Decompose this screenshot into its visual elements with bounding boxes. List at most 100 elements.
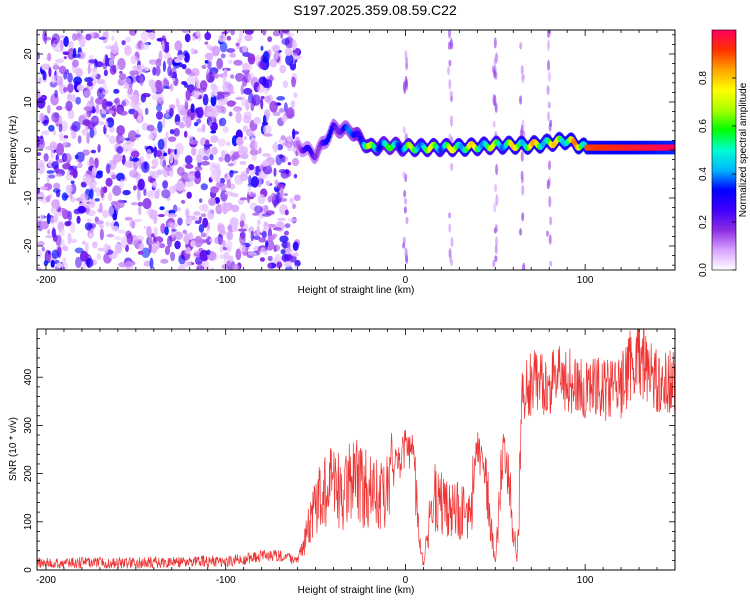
noise-cell [79, 192, 89, 204]
noise-cell [51, 228, 57, 239]
noise-cell [264, 86, 269, 95]
noise-cell [293, 194, 301, 202]
noise-cell [161, 189, 171, 199]
noise-cell [148, 235, 153, 245]
noise-cell [58, 65, 67, 75]
noise-cell [208, 120, 213, 127]
noise-cell [152, 93, 158, 101]
noise-cell [118, 261, 128, 268]
noise-cell [267, 36, 273, 43]
noise-cell [83, 90, 92, 98]
noise-cell [210, 135, 219, 143]
noise-cell [245, 167, 250, 175]
noise-cell [269, 100, 278, 113]
smear-cell [402, 236, 406, 245]
noise-cell [286, 143, 292, 152]
noise-cell [202, 93, 209, 106]
noise-cell [174, 58, 181, 63]
noise-cell [225, 141, 232, 147]
noise-cell [77, 135, 82, 144]
noise-cell [260, 95, 265, 100]
noise-cell [120, 236, 128, 249]
noise-cell [251, 94, 261, 106]
noise-cell [84, 222, 93, 231]
smear-cell [520, 150, 524, 162]
noise-cell [222, 246, 228, 251]
smear-cell [448, 30, 452, 39]
noise-cell [122, 189, 131, 196]
noise-cell [39, 112, 46, 122]
noise-cell [256, 225, 261, 235]
noise-cell [102, 62, 108, 70]
noise-cell [91, 66, 98, 78]
noise-cell [138, 206, 142, 216]
noise-cell [70, 238, 78, 244]
noise-cell [262, 30, 267, 36]
spectrogram-x-tick-label: -100 [216, 275, 236, 286]
noise-cell [97, 121, 105, 126]
noise-cell [265, 180, 271, 186]
noise-cell [112, 212, 118, 221]
noise-cell [56, 262, 63, 269]
smear-cell [519, 42, 523, 50]
noise-cell [131, 157, 140, 162]
noise-cell [38, 214, 45, 222]
noise-cell [124, 45, 132, 56]
noise-cell [70, 180, 75, 185]
noise-cell [48, 124, 55, 132]
noise-cell [258, 76, 267, 85]
noise-cell [292, 203, 296, 210]
noise-cell [262, 164, 273, 175]
noise-cell [105, 177, 113, 187]
noise-cell [97, 144, 101, 153]
noise-cell [181, 63, 187, 70]
noise-cell [42, 70, 47, 81]
noise-cell [202, 217, 209, 228]
noise-cell [206, 249, 211, 255]
noise-cell [144, 107, 149, 116]
noise-cell [124, 217, 133, 221]
noise-cell [141, 93, 151, 98]
spectrogram-y-tick-label: 20 [23, 48, 34, 60]
noise-cell [163, 85, 172, 90]
noise-cell [58, 227, 65, 237]
noise-cell [219, 41, 228, 53]
noise-cell [49, 141, 58, 151]
noise-cell [180, 199, 186, 204]
noise-cell [249, 149, 259, 156]
noise-cell [205, 228, 209, 240]
noise-cell [99, 223, 104, 229]
noise-cell [206, 44, 213, 49]
noise-cell [129, 30, 137, 36]
noise-cell [123, 84, 130, 89]
noise-cell [190, 147, 197, 156]
noise-cell [291, 157, 300, 167]
noise-cell [184, 180, 194, 188]
smear-cell [448, 59, 452, 67]
noise-cell [55, 58, 65, 64]
noise-cell [275, 192, 282, 204]
noise-cell [176, 148, 180, 159]
smear-cell [545, 230, 549, 237]
spectrogram-y-tick-label: 0 [23, 147, 34, 153]
noise-cell [41, 130, 50, 136]
noise-cell [239, 233, 246, 245]
snr-series-line [37, 329, 675, 570]
noise-cell [226, 100, 236, 107]
noise-cell [157, 138, 165, 150]
noise-cell [276, 96, 286, 101]
noise-cell [75, 30, 82, 34]
noise-cell [242, 45, 248, 53]
noise-cell [154, 150, 163, 157]
noise-cell [208, 197, 217, 206]
noise-cell [220, 189, 228, 202]
noise-cell [256, 249, 261, 256]
noise-cell [129, 169, 139, 178]
smear-cell [495, 236, 499, 248]
noise-cell [160, 223, 166, 234]
noise-cell [90, 96, 94, 103]
noise-cell [230, 30, 235, 36]
noise-cell [96, 78, 106, 85]
colorbar-gradient [711, 29, 737, 271]
smear-cell [547, 71, 551, 83]
